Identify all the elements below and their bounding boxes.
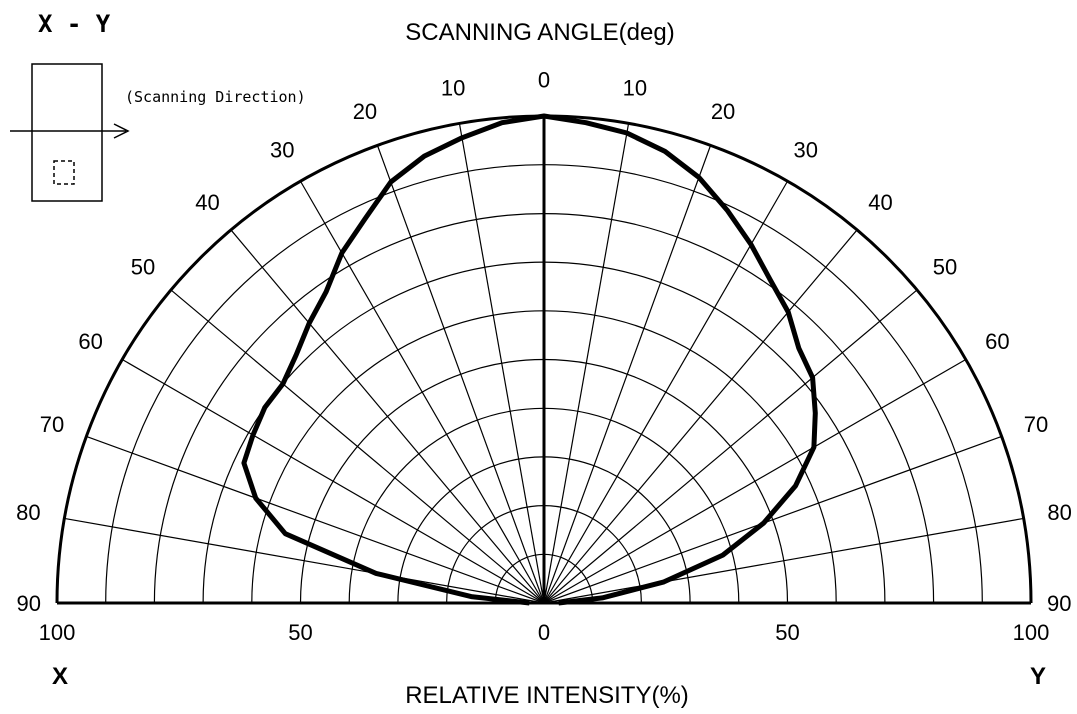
- angle-tick-label: 0: [538, 67, 550, 92]
- angle-tick-labels: 0 10 10 20 20 30 30 40 40 50 50 60 60 70 70 80 80 90 90: [16, 67, 1072, 616]
- chart-title: SCANNING ANGLE(deg): [405, 19, 674, 46]
- angle-tick-label: 60: [985, 329, 1009, 354]
- radial-tick-label: 100: [39, 620, 76, 645]
- angle-tick-label: 30: [270, 138, 294, 163]
- scan-arrow-head: [113, 123, 130, 139]
- scan-direction-inset: (Scanning Direction): [10, 63, 306, 202]
- series-layer: [241, 113, 818, 606]
- inset-frame: [31, 63, 103, 202]
- angle-tick-label: 10: [441, 75, 465, 100]
- right-axis-label: Y: [1030, 663, 1046, 690]
- angle-tick-label: 90: [1047, 591, 1071, 616]
- angle-tick-label: 70: [40, 412, 64, 437]
- grid-spoke: [543, 180, 789, 604]
- radial-tick-label: 50: [775, 620, 799, 645]
- angle-tick-label: 20: [353, 99, 377, 124]
- angle-tick-label: 70: [1024, 412, 1048, 437]
- inset-label: (Scanning Direction): [125, 88, 306, 106]
- x-axis-label: RELATIVE INTENSITY(%): [405, 682, 689, 709]
- left-axis-label: X: [52, 663, 68, 690]
- angle-tick-label: 40: [195, 190, 219, 215]
- grid-spoke: [458, 123, 545, 604]
- grid-spoke: [543, 358, 967, 604]
- angle-tick-label: 50: [131, 254, 155, 279]
- grid-spoke: [543, 517, 1024, 604]
- grid-spoke: [170, 289, 545, 604]
- angle-tick-label: 30: [794, 138, 818, 163]
- corner-title: X - Y: [38, 10, 111, 38]
- grid-spoke: [543, 145, 712, 604]
- angle-tick-label: 90: [17, 591, 41, 616]
- angle-tick-label: 80: [16, 500, 40, 525]
- grid-spoke: [543, 123, 630, 604]
- grid-spoke: [64, 517, 545, 604]
- angle-tick-label: 80: [1047, 500, 1071, 525]
- polar-grid: [55, 114, 1033, 605]
- grid-spoke: [543, 435, 1002, 604]
- grid-spoke: [299, 180, 545, 604]
- radial-tick-label: 0: [538, 620, 550, 645]
- angle-tick-label: 10: [623, 75, 647, 100]
- grid-spoke: [121, 358, 545, 604]
- grid-spoke: [543, 229, 858, 604]
- grid-spoke: [376, 145, 545, 604]
- angle-tick-label: 20: [711, 99, 735, 124]
- radial-tick-label: 100: [1013, 620, 1050, 645]
- angle-tick-label: 60: [78, 329, 102, 354]
- angle-tick-label: 40: [868, 190, 892, 215]
- radial-tick-labels: 100 50 0 50 100: [39, 620, 1050, 645]
- radial-tick-label: 50: [288, 620, 312, 645]
- grid-spoke: [543, 289, 918, 604]
- angle-tick-label: 50: [933, 254, 957, 279]
- inset-dashed-square: [53, 160, 75, 185]
- grid-spoke: [230, 229, 545, 604]
- intensity-curve: [241, 113, 818, 606]
- grid-spoke: [86, 435, 545, 604]
